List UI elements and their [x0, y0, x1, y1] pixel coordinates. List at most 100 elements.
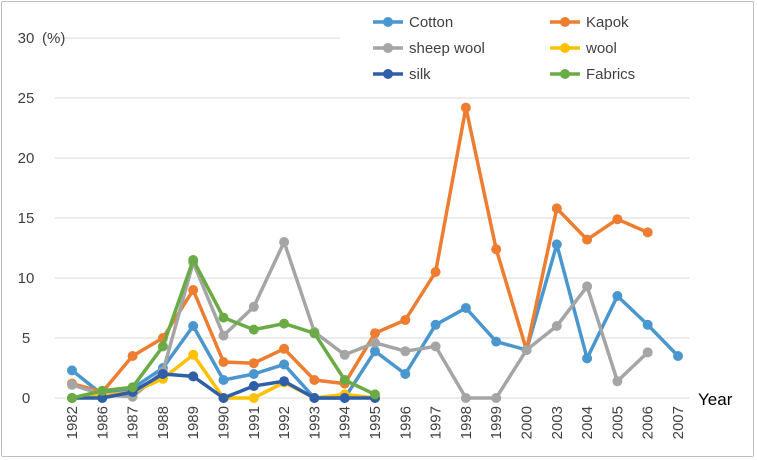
x-tick-label: 2003 — [549, 406, 566, 439]
data-point — [248, 358, 259, 369]
series-kapok — [67, 102, 653, 397]
x-tick-label: 1990 — [216, 406, 233, 439]
x-tick-label: 2006 — [640, 406, 657, 439]
data-point — [218, 312, 229, 323]
legend-label: Cotton — [409, 14, 453, 31]
legend-label: wool — [585, 40, 617, 57]
y-tick-label: 25 — [18, 90, 35, 107]
y-axis: 0 5 10 15 20 25 30 — [18, 30, 35, 407]
data-point — [188, 371, 199, 382]
data-point — [370, 346, 380, 357]
data-point — [248, 301, 259, 312]
data-point — [582, 234, 593, 245]
data-point — [309, 393, 320, 403]
data-point — [188, 321, 199, 331]
legend-marker — [560, 69, 570, 79]
plot-area — [67, 102, 683, 403]
data-point — [612, 214, 623, 225]
data-point — [218, 393, 229, 403]
y-tick-label: 15 — [18, 210, 35, 227]
data-point — [248, 393, 259, 403]
legend-entry: wool — [550, 40, 617, 57]
legend-label: sheep wool — [409, 40, 485, 57]
legend-marker — [383, 43, 393, 53]
data-point — [339, 375, 350, 385]
x-axis: 1982 1986 1987 1988 1989 1990 1991 1992 1993 1994… — [64, 406, 687, 439]
data-point — [218, 330, 229, 341]
data-point — [279, 376, 290, 387]
data-point — [248, 324, 259, 335]
y-tick-label: 30 — [18, 30, 35, 47]
data-point — [188, 349, 199, 360]
legend-marker — [560, 43, 570, 53]
data-point — [551, 203, 562, 214]
data-point — [551, 239, 562, 250]
data-point — [430, 341, 441, 352]
legend-label: Fabrics — [586, 66, 635, 83]
x-tick-label: 2005 — [609, 406, 626, 439]
y-tick-label: 0 — [22, 390, 30, 407]
data-point — [309, 375, 320, 385]
data-point — [491, 393, 502, 403]
data-point — [491, 244, 502, 255]
data-point — [188, 285, 199, 295]
data-point — [400, 346, 411, 357]
x-tick-label: 1998 — [458, 406, 475, 439]
x-tick-label: 1982 — [64, 406, 81, 439]
x-tick-label: 2007 — [670, 406, 687, 439]
legend: Cotton Kapok sheep wool wool silk Fabrics — [373, 14, 635, 83]
legend-label: silk — [409, 66, 431, 83]
data-point — [339, 349, 350, 360]
legend-entry: Fabrics — [550, 66, 635, 83]
data-point — [551, 321, 562, 331]
data-point — [400, 315, 411, 325]
x-axis-label: Year — [698, 390, 733, 409]
legend-entry: Cotton — [373, 14, 453, 31]
data-point — [430, 267, 441, 277]
data-point — [218, 375, 229, 385]
data-point — [67, 393, 77, 403]
data-point — [248, 381, 259, 391]
y-tick-label: 10 — [18, 270, 35, 287]
legend-label: Kapok — [586, 14, 629, 31]
x-tick-label: 1986 — [94, 406, 111, 439]
data-point — [370, 389, 380, 400]
data-point — [521, 345, 532, 355]
y-unit-label: (%) — [42, 30, 65, 47]
data-point — [673, 351, 683, 361]
data-point — [460, 102, 471, 113]
x-tick-label: 1992 — [276, 406, 293, 439]
series-fabrics — [67, 255, 380, 403]
data-point — [218, 357, 229, 367]
data-point — [309, 328, 320, 339]
x-tick-label: 1997 — [428, 406, 445, 439]
series-line — [71, 240, 649, 400]
x-tick-label: 2004 — [579, 406, 596, 439]
data-point — [612, 376, 623, 387]
y-tick-label: 20 — [18, 150, 35, 167]
data-point — [279, 237, 290, 247]
series-sheep-wool — [67, 237, 653, 403]
data-point — [370, 337, 380, 348]
data-point — [642, 347, 653, 358]
data-point — [642, 319, 653, 330]
x-tick-label: 1994 — [337, 406, 354, 439]
data-point — [97, 385, 108, 396]
data-point — [612, 291, 623, 301]
legend-entry: sheep wool — [373, 40, 485, 57]
data-point — [97, 393, 108, 403]
x-tick-label: 1991 — [246, 406, 263, 439]
data-point — [67, 365, 77, 376]
data-point — [642, 227, 653, 238]
data-point — [279, 318, 290, 329]
data-point — [430, 319, 441, 330]
data-point — [582, 281, 593, 292]
data-point — [370, 328, 380, 339]
legend-entry: Kapok — [550, 14, 629, 31]
data-point — [127, 351, 138, 361]
data-point — [67, 379, 77, 390]
legend-marker — [383, 69, 393, 79]
data-point — [188, 255, 199, 265]
x-tick-label: 1989 — [185, 406, 202, 439]
